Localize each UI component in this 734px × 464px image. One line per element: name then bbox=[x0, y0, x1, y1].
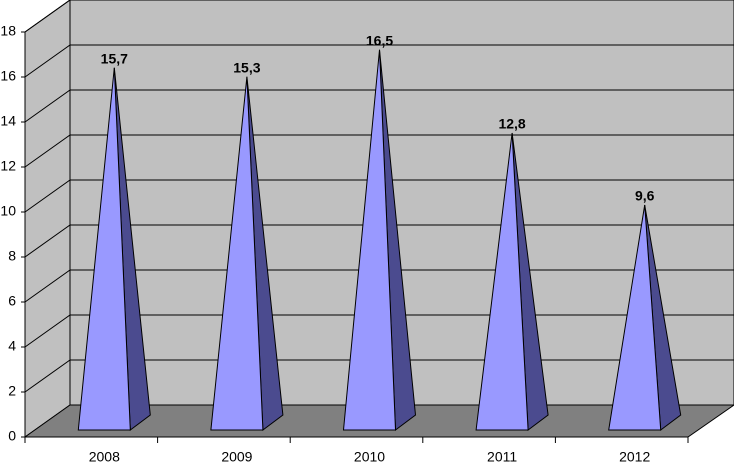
side-wall bbox=[24, 0, 71, 438]
pyramid-front bbox=[210, 76, 264, 431]
pyramid-front bbox=[342, 49, 397, 431]
pyramid-front bbox=[475, 132, 529, 431]
x-tick-label: 2008 bbox=[89, 449, 120, 464]
y-tick-label: 2 bbox=[8, 383, 16, 399]
y-tick-label: 14 bbox=[0, 113, 16, 129]
y-tick-label: 6 bbox=[8, 293, 16, 309]
value-label: 15,3 bbox=[233, 59, 260, 75]
y-tick-label: 10 bbox=[0, 203, 16, 219]
y-tick-label: 12 bbox=[0, 158, 16, 174]
y-tick-label: 8 bbox=[8, 248, 16, 264]
grid-line bbox=[24, 89, 734, 123]
value-label: 16,5 bbox=[366, 32, 393, 48]
grid-line bbox=[24, 44, 734, 78]
x-tick-label: 2010 bbox=[354, 449, 385, 464]
y-tick-label: 0 bbox=[8, 428, 16, 444]
x-tick-label: 2012 bbox=[619, 449, 650, 464]
value-label: 12,8 bbox=[498, 116, 525, 132]
y-tick-label: 18 bbox=[0, 23, 16, 39]
x-tick-label: 2011 bbox=[487, 449, 517, 464]
pyramid-front bbox=[608, 204, 662, 431]
y-tick-label: 16 bbox=[0, 68, 16, 84]
pyramid-front bbox=[77, 67, 131, 431]
grid-line bbox=[24, 0, 734, 33]
value-label: 15,7 bbox=[101, 50, 128, 66]
x-tick-label: 2009 bbox=[221, 449, 252, 464]
value-label: 9,6 bbox=[635, 188, 655, 204]
y-tick-label: 4 bbox=[8, 338, 16, 354]
